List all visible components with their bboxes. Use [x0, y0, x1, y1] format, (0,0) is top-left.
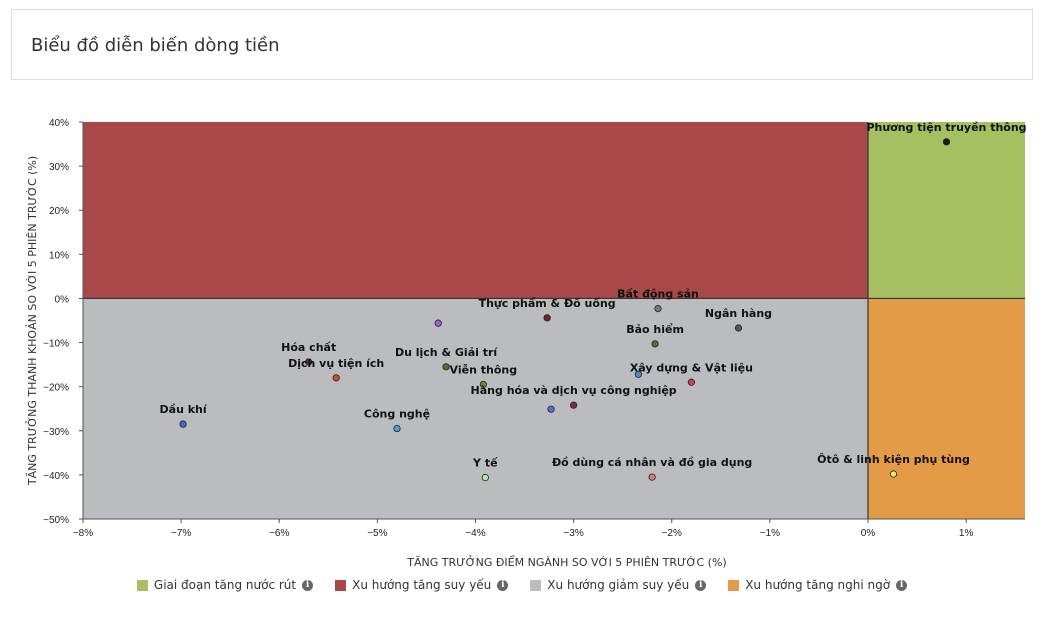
quadrant-3 — [868, 298, 1025, 519]
page-title: Biểu đồ diễn biến dòng tiền — [31, 35, 280, 56]
data-point — [648, 473, 656, 481]
point-label: Dịch vụ tiện ích — [288, 357, 384, 370]
x-tick-label: −5% — [367, 528, 387, 539]
quadrant-1 — [83, 122, 868, 299]
y-tick-label: 40% — [49, 118, 69, 129]
y-tick-label: −40% — [43, 471, 69, 482]
data-point — [570, 401, 578, 409]
legend-swatch — [530, 579, 542, 591]
point-label: Hóa chất — [281, 341, 336, 354]
data-point — [393, 424, 401, 433]
x-tick-label: −7% — [171, 528, 191, 539]
data-point — [479, 380, 487, 389]
info-icon[interactable]: i — [695, 579, 707, 591]
legend-item-doubtful-up[interactable]: Xu hướng tăng nghi ngờ i — [728, 578, 908, 592]
legend-swatch — [136, 579, 148, 591]
point-label: Dầu khí — [160, 403, 208, 416]
y-tick-label: 10% — [49, 250, 69, 261]
point-label: Công nghệ — [364, 408, 430, 421]
data-point — [332, 374, 340, 382]
x-tick-label: 0% — [861, 528, 876, 539]
legend-item-weak-down[interactable]: Xu hướng giảm suy yếu i — [530, 578, 707, 592]
legend-label: Xu hướng tăng nghi ngờ — [745, 578, 891, 592]
data-point — [654, 304, 662, 313]
data-point — [481, 473, 489, 482]
point-label: Ngân hàng — [705, 307, 772, 320]
x-tick-label: −2% — [662, 528, 682, 539]
point-label: Thực phẩm & Đồ uống — [479, 297, 616, 310]
data-point — [547, 405, 555, 413]
y-tick-label: −30% — [43, 427, 69, 438]
legend-item-sprint[interactable]: Giai đoạn tăng nước rút i — [136, 578, 314, 592]
legend-swatch — [335, 579, 347, 591]
data-point — [434, 319, 442, 327]
x-tick-label: −1% — [760, 528, 780, 539]
y-tick-label: −20% — [43, 383, 69, 394]
info-icon[interactable]: i — [896, 579, 908, 591]
chart-card-header: Biểu đồ diễn biến dòng tiền — [11, 9, 1033, 80]
y-tick-label: 20% — [49, 206, 69, 217]
data-point — [543, 314, 551, 322]
legend-item-weak-up[interactable]: Xu hướng tăng suy yếu i — [335, 578, 509, 592]
x-tick-label: −4% — [465, 528, 485, 539]
info-icon[interactable]: i — [497, 579, 509, 591]
point-label: Xây dựng & Vật liệu — [630, 361, 753, 374]
y-tick-label: 0% — [55, 294, 70, 305]
legend-label: Xu hướng tăng suy yếu — [352, 578, 492, 592]
y-tick-label: 30% — [49, 162, 69, 173]
y-axis-title: TĂNG TRƯỞNG THANH KHOẢN SO VỚI 5 PHIÊN T… — [25, 156, 39, 486]
x-tick-label: −6% — [269, 528, 289, 539]
legend-swatch — [728, 579, 740, 591]
point-label: Đồ dùng cá nhân và đồ gia dụng — [552, 456, 752, 469]
data-point — [889, 470, 898, 478]
legend-label: Xu hướng giảm suy yếu — [547, 578, 690, 592]
point-label: Ôtô & linh kiện phụ tùng — [817, 453, 970, 466]
data-point — [179, 420, 187, 428]
chart-legend: Giai đoạn tăng nước rút i Xu hướng tăng … — [0, 578, 1044, 592]
legend-label: Giai đoạn tăng nước rút — [153, 578, 297, 592]
x-tick-label: −3% — [563, 528, 583, 539]
point-label: Du lịch & Giải trí — [395, 346, 498, 359]
y-tick-label: −50% — [43, 515, 69, 526]
point-label: Viễn thông — [450, 363, 518, 376]
x-tick-label: −8% — [73, 528, 93, 539]
data-point — [942, 138, 951, 146]
data-point — [305, 358, 313, 366]
data-point — [634, 370, 642, 378]
point-label: Hàng hóa và dịch vụ công nghiệp — [471, 384, 677, 397]
cashflow-scatter-chart: −8% −7% −6% −5% −4% −3% −2% −1% 0% 1% 40% 30% 20% 10%… — [25, 118, 1027, 569]
x-axis-title: TĂNG TRƯỞNG ĐIỂM NGÀNH SO VỚI 5 PHIÊN TR… — [406, 555, 726, 569]
quadrant-0 — [868, 122, 1025, 299]
y-tick-label: −10% — [43, 339, 69, 350]
point-label: Bảo hiểm — [626, 323, 684, 336]
x-tick-label: 1% — [959, 528, 974, 539]
data-point — [442, 363, 450, 371]
data-point — [687, 378, 695, 386]
quadrant-2 — [83, 298, 868, 519]
data-point — [734, 324, 743, 332]
data-point — [651, 340, 659, 348]
info-icon[interactable]: i — [302, 579, 314, 591]
point-label: Phương tiện truyền thông — [866, 121, 1026, 134]
point-label: Y tế — [472, 457, 498, 470]
point-label: Bất động sản — [617, 288, 699, 301]
